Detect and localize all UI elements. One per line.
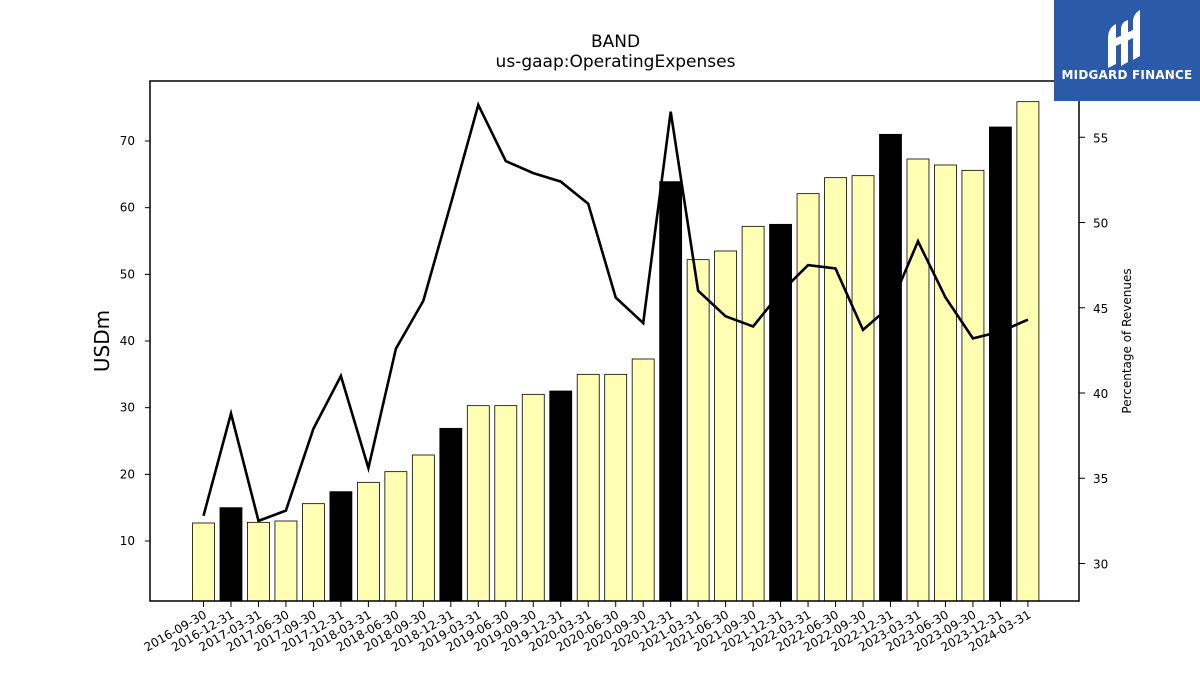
x-axis: 2016-09-302016-12-312017-03-312017-06-30…	[142, 601, 1033, 654]
bar-2020-12-31	[659, 181, 683, 602]
bar-2018-09-30	[411, 454, 435, 602]
bar-2016-12-31	[219, 507, 243, 602]
bar-2022-09-30	[851, 175, 875, 602]
y-tick-label: 20	[120, 467, 135, 481]
bar-2019-12-31	[549, 390, 573, 602]
bar-2021-06-30	[714, 250, 738, 602]
y-axis-label: USDm	[90, 310, 114, 372]
bar-2019-06-30	[494, 405, 518, 602]
bar-2018-03-31	[356, 481, 380, 602]
bar-2021-03-31	[686, 259, 710, 602]
chart-title: BAND	[590, 32, 641, 52]
bars-layer	[192, 101, 1040, 602]
bar-2021-12-31	[769, 223, 792, 602]
logo-mark-icon	[1108, 10, 1140, 68]
line-layer	[202, 101, 1029, 523]
percentage-of-revenues-line	[202, 101, 1029, 523]
bar-2022-12-31	[879, 133, 902, 602]
bar-2019-03-31	[466, 405, 490, 602]
y2-axis-label: Percentage of Revenues	[1120, 268, 1134, 413]
y2-tick-label: 35	[1093, 472, 1108, 486]
y2-tick-label: 45	[1093, 302, 1108, 316]
bar-2017-06-30	[274, 520, 298, 602]
bar-2024-03-31	[1016, 101, 1040, 602]
bar-2019-09-30	[521, 393, 545, 602]
right-axis: 30 35 40 45 50 55	[1079, 131, 1108, 571]
brand-logo: MIDGARD FINANCE	[1054, 0, 1200, 101]
bar-2018-06-30	[384, 471, 408, 602]
y2-tick-label: 30	[1093, 557, 1108, 571]
logo-text: MIDGARD FINANCE	[1061, 68, 1193, 82]
bar-2017-03-31	[247, 521, 270, 602]
bar-2023-03-31	[906, 158, 930, 602]
bar-2017-12-31	[329, 491, 353, 602]
bar-2023-06-30	[934, 164, 957, 602]
bar-2022-03-31	[796, 193, 820, 602]
y-tick-label: 40	[120, 334, 135, 348]
bar-2017-09-30	[302, 503, 325, 602]
bar-2022-06-30	[824, 177, 847, 602]
bar-2020-06-30	[604, 373, 628, 602]
bar-2021-09-30	[741, 225, 765, 602]
y-tick-label: 70	[120, 134, 135, 148]
bar-2016-09-30	[192, 522, 215, 602]
y2-tick-label: 40	[1093, 387, 1108, 401]
chart-subtitle: us-gaap:OperatingExpenses	[495, 52, 736, 72]
bar-2020-03-31	[576, 373, 600, 602]
y-tick-label: 10	[120, 534, 135, 548]
left-axis: 10 20 30 40 50 60 70	[120, 134, 150, 548]
y2-tick-label: 50	[1093, 217, 1108, 231]
bar-2020-09-30	[631, 358, 655, 602]
bar-2023-12-31	[989, 126, 1012, 602]
y-tick-label: 60	[120, 201, 135, 215]
y2-tick-label: 55	[1093, 131, 1108, 145]
y-tick-label: 30	[120, 401, 135, 415]
y-tick-label: 50	[120, 267, 135, 281]
bar-2023-09-30	[961, 169, 985, 602]
bar-2018-12-31	[439, 427, 463, 602]
